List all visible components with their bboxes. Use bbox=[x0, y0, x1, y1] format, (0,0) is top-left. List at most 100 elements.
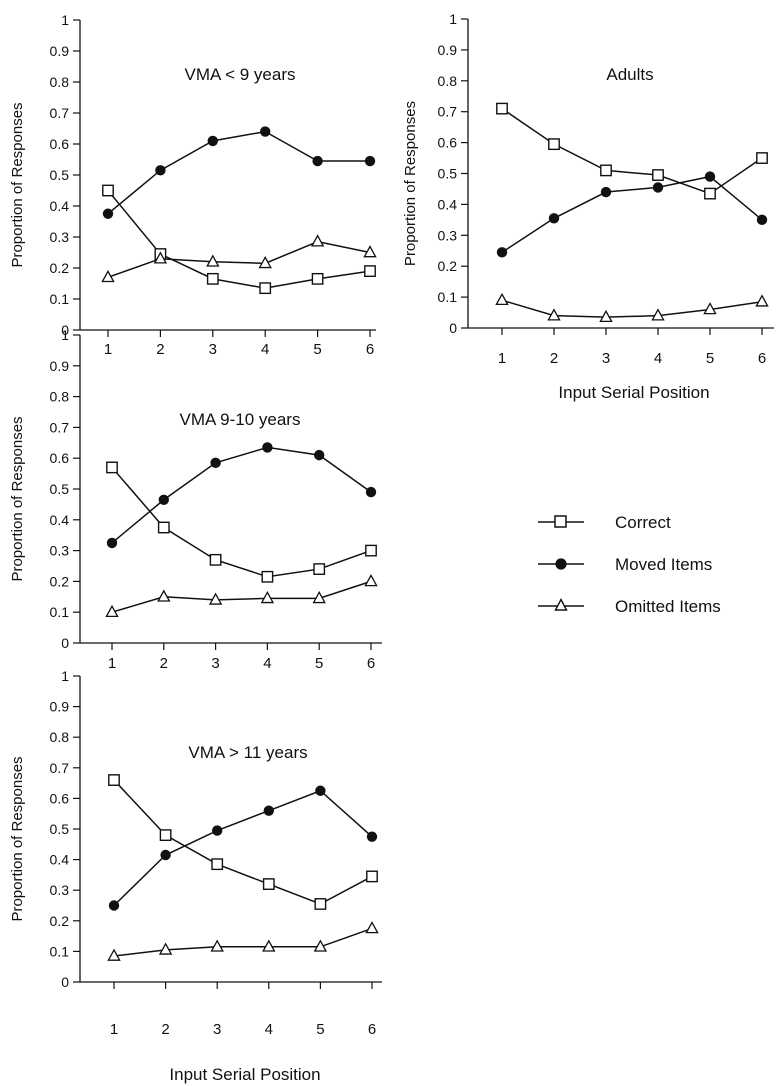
x-axis-label: Input Serial Position bbox=[558, 383, 709, 402]
x-tick-label: 4 bbox=[265, 1021, 273, 1038]
data-point-triangle bbox=[313, 939, 328, 952]
data-point-circle bbox=[160, 849, 171, 861]
series-moved-items bbox=[496, 171, 768, 258]
data-point-circle bbox=[600, 186, 612, 198]
data-point-square bbox=[262, 878, 275, 890]
y-tick-label: 0.6 bbox=[50, 450, 70, 466]
x-tick-label: 5 bbox=[706, 350, 714, 367]
x-tick-label: 2 bbox=[550, 350, 558, 367]
data-point-triangle bbox=[153, 251, 168, 264]
chart-title: Adults bbox=[606, 65, 653, 84]
data-point-triangle bbox=[365, 921, 379, 934]
data-point-circle bbox=[364, 155, 376, 167]
data-point-triangle bbox=[495, 292, 509, 306]
x-tick-label: 6 bbox=[758, 350, 766, 367]
data-point-circle bbox=[365, 486, 377, 498]
data-point-triangle bbox=[157, 589, 171, 602]
series-line-moved-items bbox=[111, 446, 372, 544]
y-tick-label: 0.2 bbox=[438, 258, 458, 274]
y-tick-label: 0.5 bbox=[438, 166, 458, 182]
y-tick-label: 0.3 bbox=[50, 229, 70, 245]
data-point-circle bbox=[756, 214, 768, 226]
y-tick-label: 1 bbox=[61, 668, 69, 684]
y-tick-label: 0.6 bbox=[50, 790, 70, 806]
y-tick-label: 0.2 bbox=[50, 260, 70, 276]
x-tick-label: 4 bbox=[263, 655, 271, 672]
legend-item-moved-items: Moved Items bbox=[538, 555, 712, 574]
series-omitted-items bbox=[105, 574, 378, 618]
x-tick-label: 3 bbox=[211, 655, 219, 672]
data-point-circle bbox=[262, 442, 273, 453]
y-tick-label: 1 bbox=[61, 12, 69, 28]
data-point-circle bbox=[704, 171, 716, 182]
y-tick-label: 0 bbox=[449, 320, 457, 336]
data-point-circle bbox=[315, 785, 326, 796]
series-moved-items bbox=[106, 442, 377, 549]
data-point-triangle bbox=[210, 939, 224, 952]
data-point-triangle bbox=[206, 254, 220, 267]
data-point-triangle bbox=[105, 604, 119, 618]
data-point-square bbox=[364, 265, 376, 277]
x-tick-label: 3 bbox=[209, 341, 217, 358]
series-line-correct bbox=[111, 466, 372, 578]
y-tick-label: 0.4 bbox=[50, 512, 70, 528]
chart-panels: 0 0.1 0.2 0.3 0.4 0.5 0.6 0.7 0.8 0.9 1 1 2 3 4 5 6 VMA <… bbox=[9, 11, 774, 1084]
data-point-circle bbox=[312, 155, 323, 167]
data-point-square bbox=[259, 282, 272, 295]
y-tick-label: 0 bbox=[61, 635, 69, 651]
series-line-correct bbox=[107, 190, 371, 289]
x-tick-label: 1 bbox=[104, 341, 112, 358]
y-tick-label: 0.8 bbox=[50, 729, 70, 745]
y-tick-label: 0.3 bbox=[50, 882, 70, 898]
x-tick-label: 3 bbox=[602, 350, 610, 367]
data-point-circle bbox=[366, 831, 378, 842]
series-moved-items bbox=[102, 126, 376, 219]
x-tick-label: 5 bbox=[313, 341, 321, 358]
x-tick-label: 4 bbox=[261, 341, 269, 358]
x-tick-label: 4 bbox=[654, 350, 662, 367]
y-tick-label: 0.3 bbox=[50, 543, 70, 559]
y-axis-label: Proportion of Responses bbox=[9, 416, 26, 581]
data-point-circle bbox=[260, 126, 271, 137]
legend-item-correct: Correct bbox=[538, 513, 671, 532]
y-tick-label: 0.1 bbox=[50, 943, 70, 959]
y-tick-label: 0.9 bbox=[50, 699, 70, 715]
y-tick-label: 0.4 bbox=[438, 196, 458, 212]
data-point-square bbox=[108, 774, 120, 786]
x-tick-label: 1 bbox=[110, 1021, 118, 1038]
data-point-circle bbox=[155, 165, 166, 176]
y-axis-label: Proportion of Responses bbox=[9, 102, 26, 267]
y-tick-label: 0.8 bbox=[50, 389, 70, 405]
data-point-circle bbox=[106, 537, 118, 549]
data-point-triangle bbox=[755, 294, 769, 307]
data-point-square bbox=[496, 102, 508, 115]
data-point-circle bbox=[108, 900, 120, 911]
data-point-square bbox=[313, 563, 326, 575]
y-tick-label: 0.7 bbox=[50, 419, 70, 435]
y-tick-label: 0.8 bbox=[50, 74, 70, 90]
data-point-circle bbox=[102, 208, 114, 219]
data-point-square bbox=[756, 152, 768, 164]
data-point-triangle bbox=[258, 255, 272, 269]
y-tick-label: 0.9 bbox=[50, 43, 70, 59]
chart-panel-vma-11-years: 0 0.1 0.2 0.3 0.4 0.5 0.6 0.7 0.8 0.9 1 1 2 3 4 5 6 VMA >… bbox=[9, 668, 382, 1084]
series-line-moved-items bbox=[107, 130, 370, 215]
series-correct bbox=[106, 461, 377, 583]
series-line-omitted-items bbox=[111, 580, 372, 613]
data-point-square bbox=[652, 169, 664, 181]
y-tick-label: 0.5 bbox=[50, 167, 70, 183]
y-axis-label: Proportion of Responses bbox=[402, 101, 419, 266]
data-point-square bbox=[206, 272, 219, 285]
x-tick-label: 2 bbox=[160, 655, 168, 672]
legend-square-marker-icon bbox=[554, 515, 567, 528]
data-point-triangle bbox=[703, 302, 717, 315]
y-tick-label: 0 bbox=[61, 322, 69, 338]
data-point-triangle bbox=[208, 592, 223, 605]
data-point-square bbox=[261, 570, 274, 583]
y-tick-label: 0.7 bbox=[50, 105, 70, 121]
legend-label-omitted-items: Omitted Items bbox=[615, 597, 721, 616]
y-tick-label: 0.4 bbox=[50, 852, 70, 868]
y-tick-label: 0.1 bbox=[438, 289, 458, 305]
legend-item-omitted-items: Omitted Items bbox=[538, 597, 721, 616]
